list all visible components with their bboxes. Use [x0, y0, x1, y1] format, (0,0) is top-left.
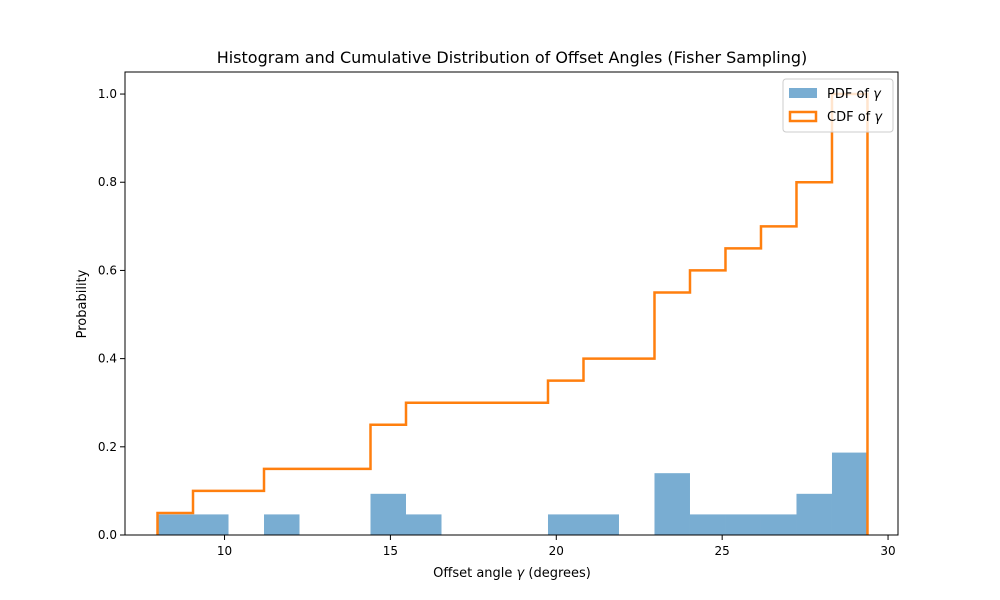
pdf-bar — [157, 514, 194, 535]
pdf-bar — [193, 514, 229, 535]
legend: PDF of γ CDF of γ — [782, 78, 894, 133]
y-tick-label: 0.8 — [98, 175, 117, 189]
pdf-bar — [831, 452, 868, 535]
x-tick-label: 20 — [549, 544, 564, 558]
x-tick-label: 30 — [880, 544, 895, 558]
x-axis-ticks: 10 15 20 25 30 — [217, 535, 896, 558]
legend-label-pdf: PDF of γ — [827, 87, 882, 102]
y-tick-label: 0.6 — [98, 263, 117, 277]
pdf-bars — [157, 452, 868, 535]
pdf-bar — [370, 493, 407, 535]
legend-swatch-pdf — [789, 88, 817, 98]
chart-title: Histogram and Cumulative Distribution of… — [217, 48, 808, 67]
plot-area: 10 15 20 25 30 0.0 0.2 0.4 0.6 0.8 1.0 — [98, 71, 899, 558]
pdf-bar — [406, 514, 442, 535]
pdf-bar — [264, 514, 300, 535]
legend-label-cdf: CDF of γ — [827, 110, 883, 125]
x-tick-label: 25 — [715, 544, 730, 558]
y-tick-label: 0.4 — [98, 352, 117, 366]
y-tick-label: 0.0 — [98, 528, 117, 542]
pdf-bar — [725, 514, 761, 535]
pdf-bar — [654, 473, 690, 535]
cdf-step-line — [156, 92, 869, 535]
x-tick-label: 10 — [217, 544, 232, 558]
pdf-bar — [760, 514, 797, 535]
pdf-bar — [547, 514, 584, 535]
x-axis-label: Offset angle γ (degrees) — [433, 566, 591, 581]
axes-frame — [124, 71, 899, 536]
y-axis-ticks: 0.0 0.2 0.4 0.6 0.8 1.0 — [98, 87, 125, 542]
x-tick-label: 15 — [383, 544, 398, 558]
y-tick-label: 0.2 — [98, 440, 117, 454]
legend-swatch-cdf — [788, 110, 818, 123]
y-tick-label: 1.0 — [98, 87, 117, 101]
y-axis-label: Probability — [75, 269, 90, 338]
pdf-bar — [583, 514, 619, 535]
pdf-bar — [796, 493, 832, 535]
pdf-bar — [689, 514, 726, 535]
